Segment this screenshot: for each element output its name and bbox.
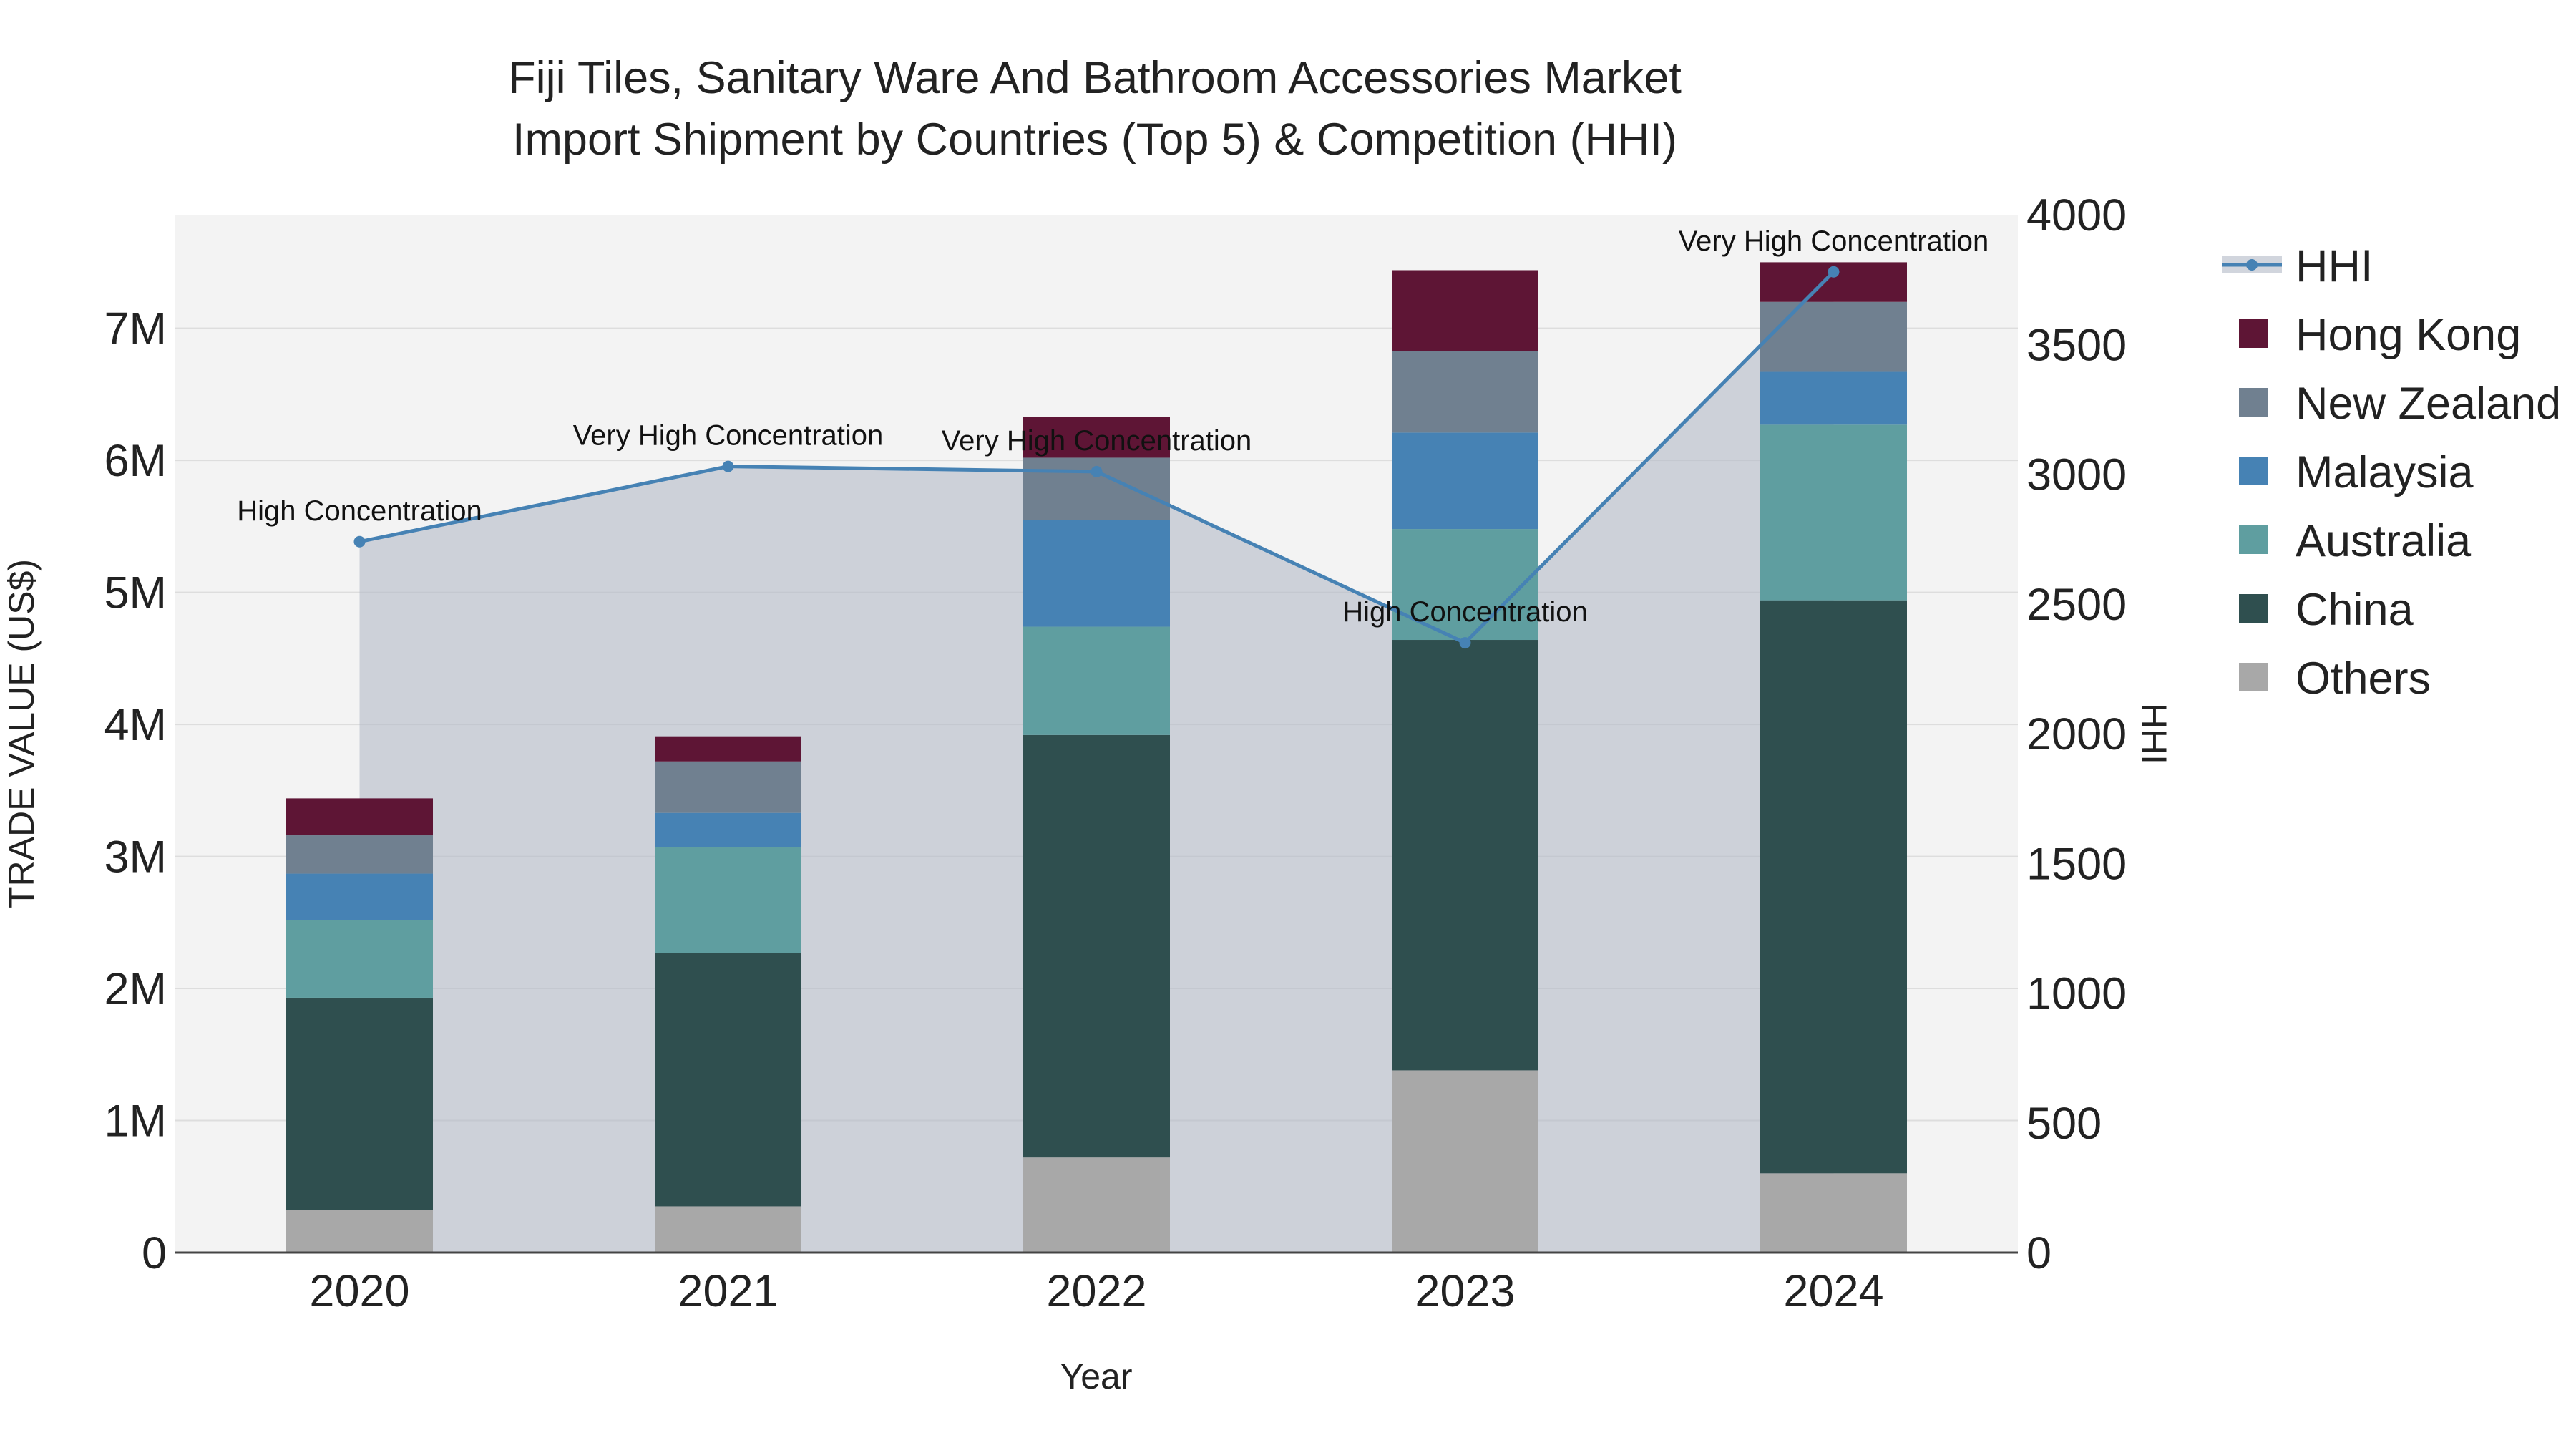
bar-hong-kong-2021 xyxy=(655,736,801,762)
legend-swatch-china xyxy=(2239,594,2268,623)
hhi-label-2022: Very High Concentration xyxy=(942,425,1252,457)
y-axis-ticks: 0 1M 2M 3M 4M 5M 6M 7M xyxy=(104,304,167,1278)
bar-australia-2022 xyxy=(1023,626,1170,735)
legend-label-malaysia: Malaysia xyxy=(2296,447,2474,497)
y2-tick-label-7: 3500 xyxy=(2026,320,2127,370)
y-tick-label-6: 6M xyxy=(104,436,167,486)
legend-label-australia: Australia xyxy=(2296,516,2472,566)
y-tick-label-3: 3M xyxy=(104,832,167,883)
y2-tick-label-2: 1000 xyxy=(2026,969,2127,1019)
bar-malaysia-2024 xyxy=(1760,371,1907,425)
legend-swatch-new-zealand xyxy=(2239,388,2268,417)
y2-tick-label-6: 3000 xyxy=(2026,450,2127,500)
bar-others-2022 xyxy=(1023,1157,1170,1253)
bar-malaysia-2022 xyxy=(1023,520,1170,627)
hhi-annotations: High Concentration Very High Concentratio… xyxy=(237,225,1989,628)
bar-others-2021 xyxy=(655,1206,801,1253)
x-tick-label-2023: 2023 xyxy=(1415,1266,1515,1316)
chart-title: Fiji Tiles, Sanitary Ware And Bathroom A… xyxy=(508,53,1682,165)
hhi-point-2020 xyxy=(353,535,366,548)
x-tick-label-2022: 2022 xyxy=(1046,1266,1146,1316)
x-axis-title: Year xyxy=(1060,1356,1132,1396)
x-tick-label-2021: 2021 xyxy=(678,1266,778,1316)
x-tick-label-2020: 2020 xyxy=(309,1266,409,1316)
x-axis-ticks: 2020 2021 2022 2023 2024 xyxy=(309,1266,1883,1316)
bar-others-2024 xyxy=(1760,1173,1907,1253)
legend-swatch-others xyxy=(2239,663,2268,691)
hhi-point-2022 xyxy=(1091,465,1103,477)
hhi-label-2024: Very High Concentration xyxy=(1679,225,1989,257)
y2-axis-ticks: 0 500 1000 1500 2000 2500 3000 3500 4000 xyxy=(2026,190,2127,1278)
bar-others-2020 xyxy=(286,1210,433,1253)
hhi-line xyxy=(353,266,1840,649)
y2-tick-label-4: 2000 xyxy=(2026,709,2127,759)
y-tick-label-1: 1M xyxy=(104,1097,167,1147)
bar-hong-kong-2020 xyxy=(286,798,433,836)
legend-label-new-zealand: New Zealand xyxy=(2296,379,2561,429)
chart-title-line-2: Import Shipment by Countries (Top 5) & C… xyxy=(512,115,1677,165)
bar-australia-2024 xyxy=(1760,424,1907,601)
hhi-label-2020: High Concentration xyxy=(237,495,482,527)
legend-label-china: China xyxy=(2296,585,2414,635)
y2-tick-label-1: 500 xyxy=(2026,1099,2102,1149)
legend-swatch-hong-kong xyxy=(2239,319,2268,348)
bar-australia-2020 xyxy=(286,920,433,998)
legend: HHI Hong Kong New Zealand Malaysia Australia… xyxy=(2222,241,2561,704)
bar-series xyxy=(286,262,1907,1253)
y2-axis-title: HHI xyxy=(2134,703,2174,764)
y2-tick-label-5: 2500 xyxy=(2026,580,2127,630)
legend-swatch-australia xyxy=(2239,525,2268,554)
legend-label-others: Others xyxy=(2296,653,2431,704)
hhi-point-2021 xyxy=(722,460,734,472)
bar-china-2023 xyxy=(1392,640,1538,1071)
y2-tick-label-0: 0 xyxy=(2026,1228,2051,1278)
bar-china-2024 xyxy=(1760,600,1907,1174)
x-tick-label-2024: 2024 xyxy=(1783,1266,1883,1316)
bar-malaysia-2023 xyxy=(1392,432,1538,530)
hhi-point-2023 xyxy=(1459,637,1471,649)
hhi-label-2021: Very High Concentration xyxy=(573,420,884,452)
hhi-label-2023: High Concentration xyxy=(1342,596,1587,628)
legend-swatch-marker-hhi xyxy=(2246,259,2258,271)
bar-hong-kong-2022 xyxy=(1023,417,1170,458)
bar-new-zealand-2021 xyxy=(655,761,801,813)
y-tick-label-2: 2M xyxy=(104,964,167,1014)
y-tick-label-5: 5M xyxy=(104,568,167,618)
y-axis-title: TRADE VALUE (US$) xyxy=(1,559,42,908)
bar-malaysia-2020 xyxy=(286,873,433,920)
bar-australia-2021 xyxy=(655,847,801,953)
y2-tick-label-3: 1500 xyxy=(2026,839,2127,889)
bar-malaysia-2021 xyxy=(655,812,801,847)
bar-china-2021 xyxy=(655,953,801,1207)
legend-label-hhi: HHI xyxy=(2296,241,2373,291)
y-tick-label-7: 7M xyxy=(104,304,167,354)
y2-tick-label-8: 4000 xyxy=(2026,190,2127,240)
hhi-point-2024 xyxy=(1828,266,1840,278)
bar-new-zealand-2024 xyxy=(1760,301,1907,372)
bar-others-2023 xyxy=(1392,1070,1538,1253)
y-tick-label-0: 0 xyxy=(142,1228,167,1278)
bar-new-zealand-2020 xyxy=(286,835,433,874)
legend-label-hong-kong: Hong Kong xyxy=(2296,310,2521,360)
bar-china-2020 xyxy=(286,997,433,1210)
legend-swatch-malaysia xyxy=(2239,457,2268,485)
y-tick-label-4: 4M xyxy=(104,700,167,750)
bar-china-2022 xyxy=(1023,734,1170,1158)
chart-title-line-1: Fiji Tiles, Sanitary Ware And Bathroom A… xyxy=(508,53,1682,103)
bar-new-zealand-2023 xyxy=(1392,351,1538,433)
bar-hong-kong-2023 xyxy=(1392,270,1538,351)
